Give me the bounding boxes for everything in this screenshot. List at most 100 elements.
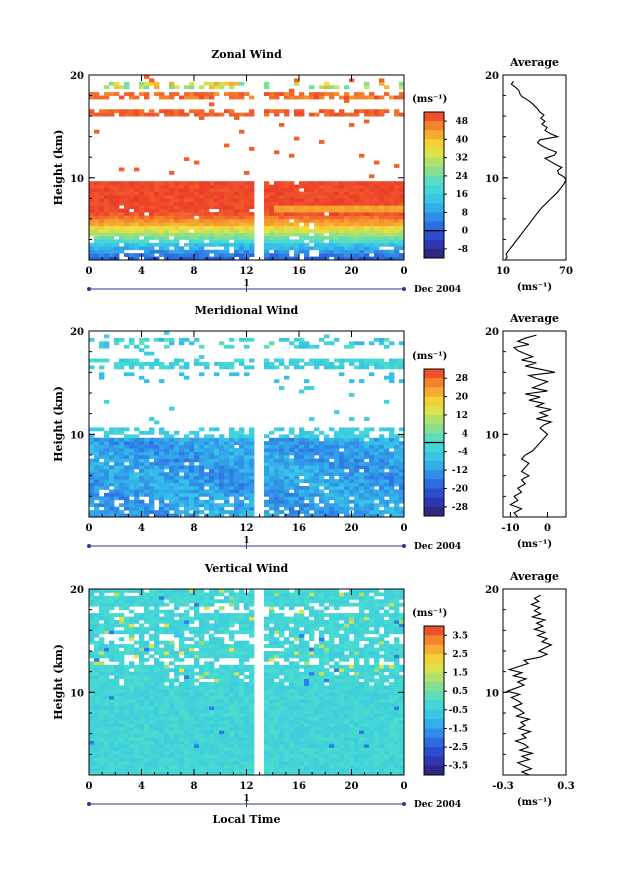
heatmap-cell — [344, 437, 350, 442]
heatmap-cell — [394, 253, 400, 257]
heatmap-cell — [334, 513, 340, 518]
heatmap-cell — [349, 489, 355, 494]
heatmap-cell — [324, 184, 330, 189]
heatmap-cell — [319, 229, 325, 233]
heatmap-cell — [344, 506, 350, 511]
heatmap-cell — [169, 744, 175, 748]
heatmap-cell — [89, 472, 95, 477]
heatmap-cell — [179, 486, 185, 490]
heatmap-cell — [214, 750, 220, 755]
heatmap-cell — [269, 699, 275, 704]
heatmap-cell — [389, 218, 395, 223]
heatmap-cell — [229, 713, 235, 717]
heatmap-cell — [354, 479, 360, 483]
heatmap-cell — [379, 358, 385, 363]
heatmap-cell — [129, 109, 135, 114]
heatmap-cell — [134, 222, 140, 227]
heatmap-cell — [359, 239, 365, 244]
heatmap-cell — [219, 249, 225, 254]
heatmap-cell — [379, 225, 385, 230]
heatmap-cell — [104, 475, 110, 480]
heatmap-cell — [94, 489, 100, 494]
heatmap-cell — [219, 242, 225, 247]
heatmap-cell — [249, 695, 255, 700]
heatmap-cell — [174, 212, 180, 216]
heatmap-cell — [104, 448, 110, 452]
heatmap-cell — [144, 112, 150, 117]
heatmap-cell — [364, 719, 370, 724]
heatmap-cell — [109, 239, 115, 244]
heatmap-cell — [364, 737, 370, 741]
heatmap-cell — [214, 451, 220, 456]
heatmap-cell — [394, 362, 400, 366]
heatmap-cell — [324, 85, 330, 90]
heatmap-cell — [359, 479, 365, 483]
heatmap-cell — [284, 492, 290, 497]
heatmap-cell — [144, 242, 150, 247]
heatmap-cell — [194, 768, 200, 772]
heatmap-cell — [319, 451, 325, 456]
heatmap-cell — [399, 479, 405, 483]
heatmap-cell — [134, 761, 140, 766]
heatmap-cell — [244, 747, 250, 752]
heatmap-cell — [354, 458, 360, 463]
heatmap-cell — [244, 372, 250, 377]
heatmap-cell — [344, 205, 350, 210]
heatmap-cell — [189, 499, 195, 504]
heatmap-cell — [169, 232, 175, 237]
heatmap-cell — [214, 236, 220, 240]
heatmap-cell — [294, 78, 300, 83]
heatmap-cell — [279, 191, 285, 196]
heatmap-cell — [214, 85, 220, 90]
heatmap-cell — [399, 709, 405, 714]
heatmap-cell — [164, 191, 170, 196]
heatmap-cell — [89, 427, 95, 432]
heatmap-cell — [239, 706, 245, 710]
heatmap-cell — [364, 448, 370, 452]
heatmap-cell — [114, 510, 120, 514]
profile-x-tick-label: 0 — [544, 523, 551, 534]
heatmap-cell — [329, 489, 335, 494]
heatmap-cell — [394, 198, 400, 203]
heatmap-cell — [324, 334, 330, 339]
heatmap-cell — [364, 253, 370, 257]
heatmap-cell — [309, 417, 315, 421]
heatmap-cell — [144, 437, 150, 442]
heatmap-cell — [239, 201, 245, 206]
heatmap-cell — [339, 757, 345, 762]
heatmap-cell — [284, 713, 290, 717]
heatmap-cell — [244, 246, 250, 251]
heatmap-cell — [124, 489, 130, 494]
heatmap-cell — [269, 451, 275, 456]
heatmap-cell — [369, 764, 375, 769]
heatmap-cell — [244, 709, 250, 714]
heatmap-cell — [174, 218, 180, 223]
heatmap-cell — [239, 465, 245, 470]
heatmap-cell — [374, 242, 380, 247]
heatmap-cell — [274, 451, 280, 456]
heatmap-cell — [119, 167, 125, 172]
heatmap-cell — [304, 695, 310, 700]
heatmap-cell — [164, 750, 170, 755]
heatmap-cell — [89, 232, 95, 237]
heatmap-cell — [304, 699, 310, 704]
heatmap-cell — [179, 218, 185, 223]
heatmap-cell — [199, 740, 205, 745]
heatmap-cell — [329, 713, 335, 717]
heatmap-cell — [304, 194, 310, 199]
heatmap-cell — [209, 181, 215, 186]
heatmap-cell — [129, 486, 135, 490]
heatmap-cell — [349, 499, 355, 504]
heatmap-cell — [344, 458, 350, 463]
heatmap-cell — [354, 92, 360, 96]
heatmap-cell — [354, 184, 360, 189]
heatmap-cell — [239, 434, 245, 439]
heatmap-cell — [124, 486, 130, 490]
heatmap-cell — [334, 719, 340, 724]
heatmap-cell — [239, 239, 245, 244]
heatmap-cell — [324, 761, 330, 766]
colorbar-segment — [424, 230, 444, 241]
heatmap-cell — [164, 695, 170, 700]
heatmap-cell — [119, 737, 125, 741]
heatmap-cell — [354, 489, 360, 494]
